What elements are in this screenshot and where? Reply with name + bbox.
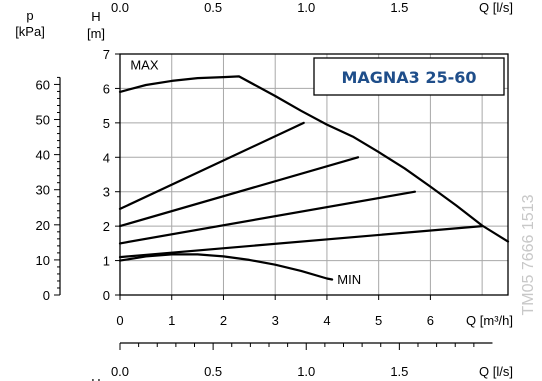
plot-frame	[119, 53, 509, 296]
p-tick-label: 60	[36, 77, 50, 92]
max-curve	[118, 75, 510, 243]
p-axis-label: p	[26, 8, 33, 23]
p-axis-unit: [kPa]	[15, 24, 45, 39]
h-tick-label: 6	[103, 81, 110, 96]
ls-tick-label: 1.5	[390, 364, 408, 379]
p-tick-label: 0	[43, 288, 50, 303]
q-axis-label: Q [m³/h]	[466, 313, 513, 328]
ls-tick-label-top: 0.0	[111, 0, 129, 15]
p-tick-label: 50	[36, 113, 50, 128]
drawing-code: TM05 7666 1513	[520, 194, 537, 315]
speed-line-2	[118, 156, 360, 228]
model-title: MAGNA3 25-60	[341, 68, 476, 87]
ls-tick-label: 1.0	[297, 364, 315, 379]
max-label: MAX	[130, 57, 159, 72]
model-title-box	[313, 57, 505, 96]
q-tick-label: 5	[375, 313, 382, 328]
h-tick-label: 4	[103, 150, 110, 165]
min-curve	[118, 253, 334, 281]
q-tick-label: 3	[272, 313, 279, 328]
ls-tick-label: 0.0	[111, 364, 129, 379]
h-axis-label-repeat: H	[91, 376, 100, 381]
q-tick-label: 1	[168, 313, 175, 328]
h-axis-unit: [m]	[87, 26, 105, 41]
h-tick-label: 7	[103, 47, 110, 62]
p-tick-label: 20	[36, 218, 50, 233]
q-tick-label: 2	[220, 313, 227, 328]
ls-tick-label-top: 0.5	[204, 0, 222, 15]
h-tick-label: 5	[103, 116, 110, 131]
p-tick-label: 10	[36, 253, 50, 268]
speed-line-1	[118, 121, 305, 210]
ls-tick-label: 0.5	[204, 364, 222, 379]
p-tick-label: 40	[36, 148, 50, 163]
h-tick-label: 3	[103, 185, 110, 200]
q-tick-label: 0	[116, 313, 123, 328]
speed-line-3	[118, 190, 416, 245]
q-tick-label: 4	[323, 313, 330, 328]
h-axis-label: H	[91, 9, 100, 24]
h-tick-label: 2	[103, 219, 110, 234]
p-tick-label: 30	[36, 183, 50, 198]
ls-tick-label-top: 1.0	[297, 0, 315, 15]
ls-tick-label-top: 1.5	[390, 0, 408, 15]
h-tick-label: 0	[103, 288, 110, 303]
q-tick-label: 6	[427, 313, 434, 328]
min-label: MIN	[337, 272, 361, 287]
speed-line-4	[118, 225, 484, 259]
ls-axis-label-top: Q [l/s]	[479, 0, 513, 15]
ls-axis-label: Q [l/s]	[479, 364, 513, 379]
h-tick-label: 1	[103, 254, 110, 269]
